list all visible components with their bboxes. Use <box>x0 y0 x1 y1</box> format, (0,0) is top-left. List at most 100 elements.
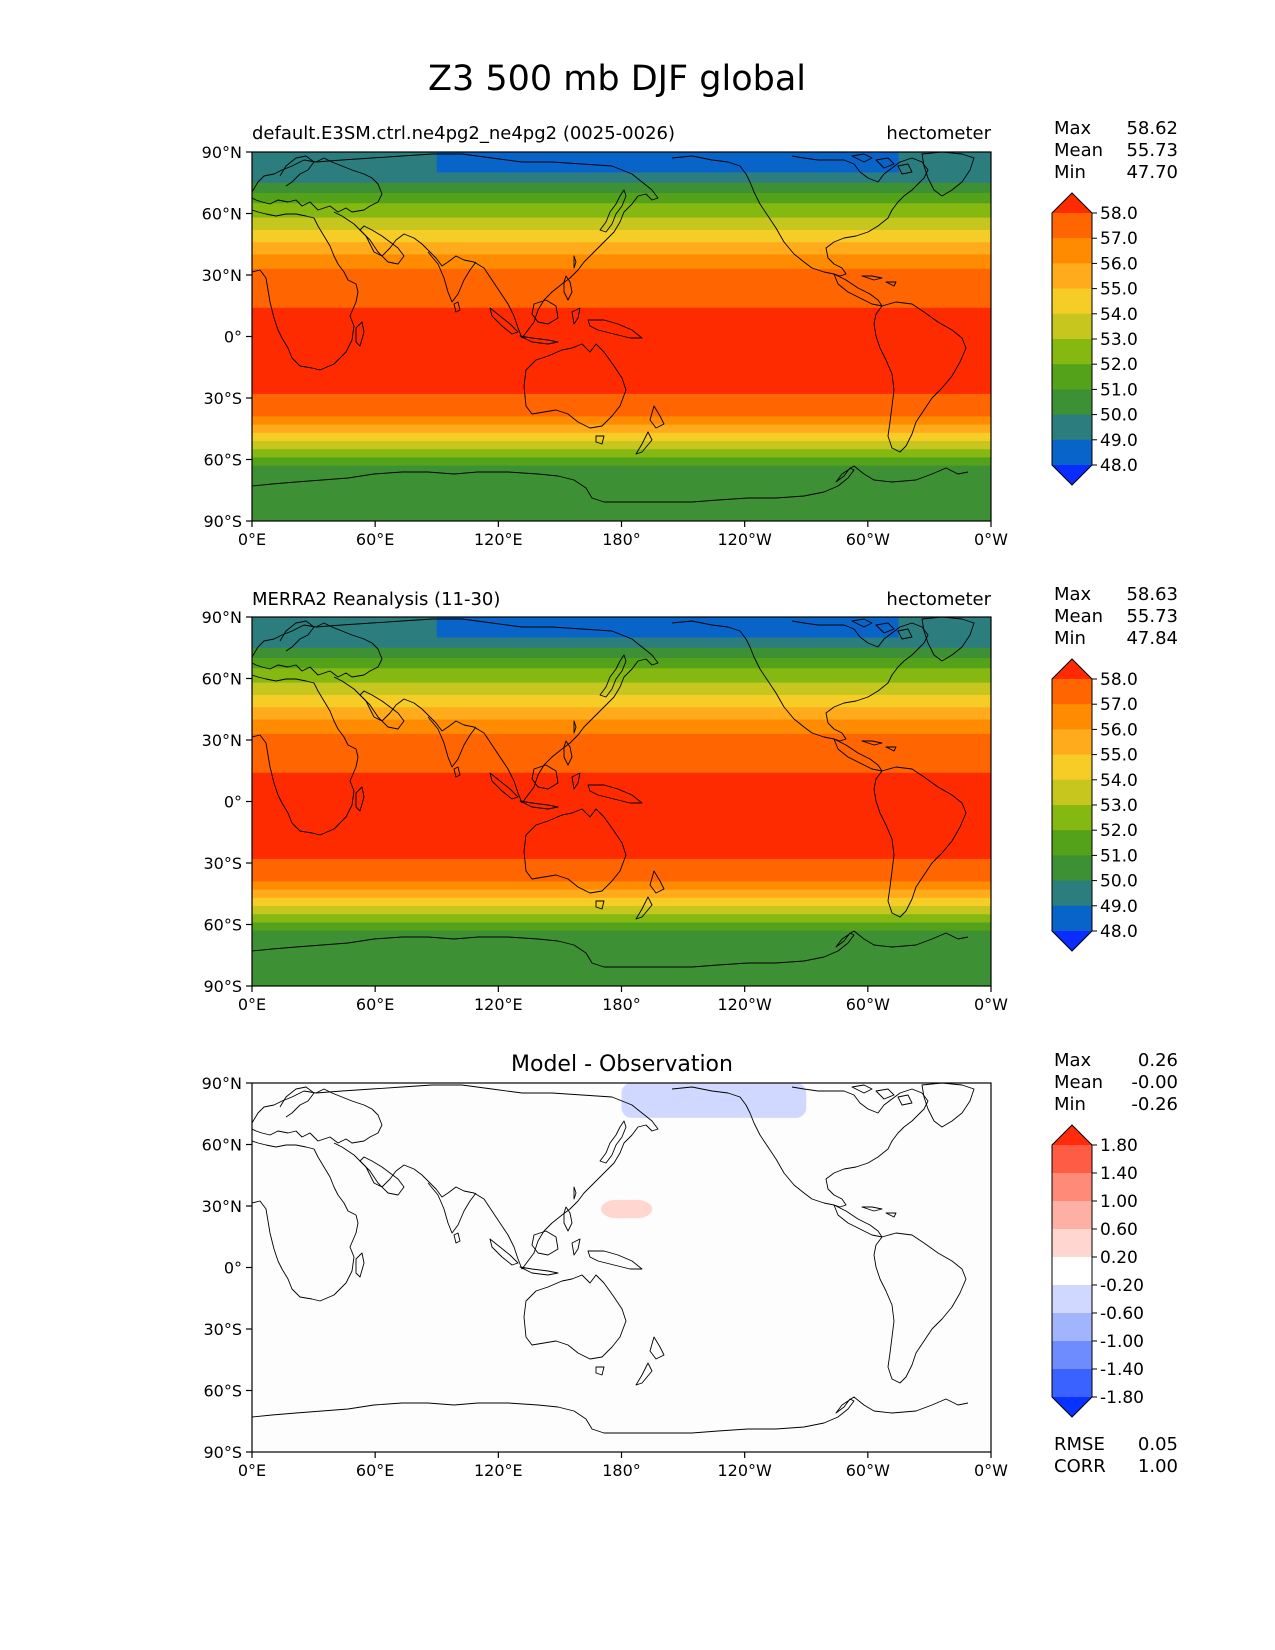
y-tick-label: 0° <box>224 1259 242 1278</box>
colorbar-label: 58.0 <box>1100 670 1138 690</box>
colorbar-segment <box>1052 439 1092 466</box>
colorbar-label: 48.0 <box>1100 922 1138 942</box>
panel-obs-title-right: hectometer <box>886 589 991 610</box>
y-tick-label: 60°S <box>203 1382 242 1401</box>
colorbar-label: 58.0 <box>1100 204 1138 224</box>
colorbar-label: 1.80 <box>1100 1136 1138 1156</box>
colorbar-label: -1.40 <box>1100 1360 1144 1380</box>
colorbar-label: 51.0 <box>1100 846 1138 866</box>
colorbar-extend-max <box>1052 1125 1092 1145</box>
contour-band <box>252 424 991 434</box>
stat-max-value: 58.62 <box>1126 118 1178 139</box>
colorbar-segment <box>1052 1229 1092 1258</box>
contour-band <box>252 930 991 986</box>
colorbar-label: 50.0 <box>1100 406 1138 426</box>
panel-observation-map: 0°E 60°E 120°E 180° 120°W 60°W 0°W 90°N 60°N 30°N… <box>202 608 1009 1014</box>
x-tick-label: 60°W <box>846 530 890 549</box>
colorbar-label: 57.0 <box>1100 695 1138 715</box>
colorbar-label: -0.20 <box>1100 1276 1144 1296</box>
x-tick-label: 0°E <box>238 530 266 549</box>
x-tick-label: 60°E <box>356 1461 394 1480</box>
figure-title: Z3 500 mb DJF global <box>428 59 806 99</box>
colorbar-label: 53.0 <box>1100 796 1138 816</box>
stat-max-value: 58.63 <box>1126 584 1178 605</box>
panel-model-stats: Max 58.62 Mean 55.73 Min 47.70 <box>1054 118 1178 183</box>
colorbar-label: 56.0 <box>1100 254 1138 274</box>
contour-field <box>252 152 991 521</box>
contour-band <box>252 881 991 891</box>
contour-band <box>252 416 991 426</box>
colorbar-label: 55.0 <box>1100 746 1138 766</box>
panel-difference: Model - Observation 0°E 60°E 120°E 180° 120°… <box>202 1050 1178 1480</box>
contour-band <box>252 307 991 395</box>
contour-band <box>252 229 991 243</box>
y-tick-label: 60°N <box>202 670 242 689</box>
y-tick-label: 60°S <box>203 916 242 935</box>
colorbar-label: 53.0 <box>1100 330 1138 350</box>
panel-model: default.E3SM.ctrl.ne4pg2_ne4pg2 (0025-00… <box>202 118 1178 549</box>
stat-min-value: 47.70 <box>1126 162 1178 183</box>
y-tick-label: 30°S <box>203 1320 242 1339</box>
x-tick-label: 0°W <box>974 995 1008 1014</box>
stat-min-label: Min <box>1054 628 1086 649</box>
colorbar-label: 57.0 <box>1100 229 1138 249</box>
panel-model-colorbar: 58.0 57.0 56.0 55.0 54.0 53.0 52.0 51.0 50.0 49.0… <box>1051 192 1138 486</box>
colorbar-segment <box>1052 1369 1092 1398</box>
colorbar-label: -1.00 <box>1100 1332 1144 1352</box>
x-tick-label: 0°W <box>974 530 1008 549</box>
colorbar-segment <box>1052 855 1092 882</box>
panel-difference-stats: Max 0.26 Mean -0.00 Min -0.26 <box>1054 1050 1178 1115</box>
y-tick-label: 90°N <box>202 1074 242 1093</box>
x-tick-label: 120°E <box>474 530 523 549</box>
panel-observation-stats: Max 58.63 Mean 55.73 Min 47.84 <box>1054 584 1178 649</box>
contour-band <box>252 719 991 735</box>
y-tick-label: 90°N <box>202 143 242 162</box>
contour-field <box>252 617 991 986</box>
x-tick-label: 60°E <box>356 530 394 549</box>
contour-band <box>252 914 991 923</box>
metric-rmse-value: 0.05 <box>1138 1434 1178 1455</box>
stat-max-label: Max <box>1054 118 1092 139</box>
stat-max-label: Max <box>1054 1050 1092 1071</box>
stat-mean-value: 55.73 <box>1126 606 1178 627</box>
y-tick-label: 90°S <box>203 977 242 996</box>
stat-min-label: Min <box>1054 1094 1086 1115</box>
contour-band <box>252 658 991 669</box>
colorbar-segment <box>1052 905 1092 932</box>
colorbar-segment <box>1052 1285 1092 1314</box>
colorbar-label: 56.0 <box>1100 720 1138 740</box>
colorbar-segment <box>1052 364 1092 390</box>
colorbar-segment <box>1052 830 1092 856</box>
colorbar-label: 52.0 <box>1100 821 1138 841</box>
colorbar-label: -1.80 <box>1100 1388 1144 1408</box>
contour-band <box>252 694 991 708</box>
panel-observation-colorbar: 58.0 57.0 56.0 55.0 54.0 53.0 52.0 51.0 50.0 49.0… <box>1051 658 1138 952</box>
contour-band <box>252 441 991 450</box>
colorbar-label: 49.0 <box>1100 431 1138 451</box>
y-tick-label: 30°N <box>202 1197 242 1216</box>
y-tick-label: 0° <box>224 328 242 347</box>
colorbar-segment <box>1052 238 1092 264</box>
panel-model-map: 0°E 60°E 120°E 180° 120°W 60°W 0°W 90°N 60°N 30°N… <box>202 143 1009 549</box>
stat-mean-label: Mean <box>1054 1072 1103 1093</box>
x-tick-label: 0°W <box>974 1461 1008 1480</box>
colorbar-label: 52.0 <box>1100 355 1138 375</box>
colorbar-segment <box>1052 704 1092 730</box>
stat-min-value: 47.84 <box>1126 628 1178 649</box>
x-tick-label: 60°E <box>356 995 394 1014</box>
panel-difference-colorbar: 1.80 1.40 1.00 0.60 0.20 -0.20 -0.60 -1.00 -1.40… <box>1051 1124 1144 1418</box>
polar-low-patch <box>436 152 899 173</box>
contour-band <box>252 897 991 907</box>
colorbar-segment <box>1052 288 1092 315</box>
y-tick-label: 30°N <box>202 266 242 285</box>
y-tick-label: 30°N <box>202 731 242 750</box>
colorbar-segment <box>1052 679 1092 705</box>
colorbar-extend-min <box>1052 1397 1092 1417</box>
x-tick-label: 120°W <box>717 995 772 1014</box>
colorbar-segment <box>1052 414 1092 441</box>
contour-band <box>252 889 991 899</box>
colorbar-segment <box>1052 729 1092 756</box>
metric-rmse-label: RMSE <box>1054 1434 1105 1455</box>
y-tick-label: 60°S <box>203 451 242 470</box>
colorbar-label: -0.60 <box>1100 1304 1144 1324</box>
